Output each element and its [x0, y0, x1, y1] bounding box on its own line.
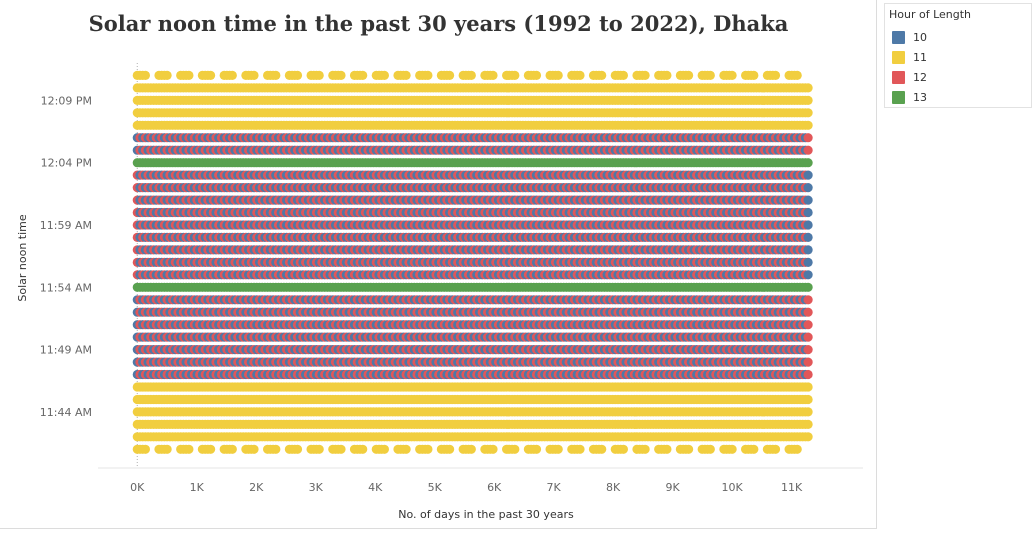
data-point [336, 444, 346, 454]
data-point [466, 444, 476, 454]
data-point [162, 444, 172, 454]
data-point [227, 444, 237, 454]
data-point [249, 70, 259, 80]
data-point [292, 444, 303, 454]
chart-title: Solar noon time in the past 30 years (19… [88, 11, 789, 36]
data-point [184, 444, 194, 454]
data-point [206, 444, 216, 454]
data-point [488, 444, 498, 454]
data-point [488, 70, 498, 80]
data-point [249, 444, 259, 454]
data-point [445, 70, 455, 80]
data-point [445, 444, 455, 454]
data-point [140, 70, 150, 80]
data-point [227, 70, 237, 80]
data-point [401, 70, 411, 80]
data-point [271, 70, 281, 80]
data-point [423, 444, 433, 454]
data-point [162, 70, 172, 80]
data-point [140, 444, 150, 454]
data-point [423, 70, 433, 80]
data-point [314, 444, 324, 454]
data-point [531, 444, 542, 454]
data-point [466, 70, 476, 80]
data-point [553, 444, 563, 454]
data-point [358, 444, 368, 454]
data-point [271, 444, 281, 454]
data-point [510, 70, 520, 80]
data-point [379, 444, 389, 454]
data-point [206, 70, 216, 80]
data-point [358, 70, 368, 80]
data-point [184, 70, 194, 80]
data-point [510, 444, 520, 454]
data-point [553, 70, 563, 80]
data-point [575, 70, 585, 80]
data-point [379, 70, 389, 80]
data-point [575, 444, 585, 454]
data-point [336, 70, 346, 80]
points-group [132, 70, 813, 454]
data-point [292, 70, 303, 80]
data-point [401, 444, 411, 454]
data-point [314, 70, 324, 80]
data-point [531, 70, 542, 80]
